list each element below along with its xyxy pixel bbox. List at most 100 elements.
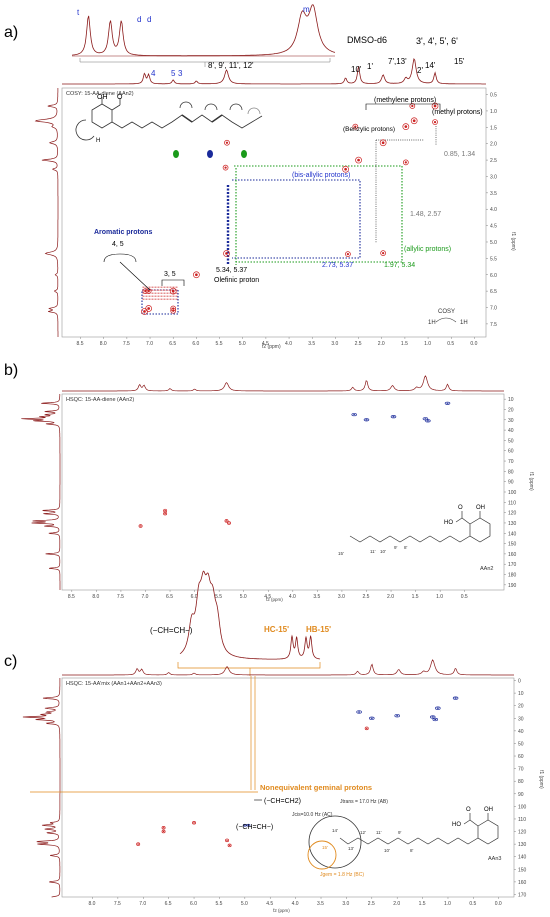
hsqc2-y-ticks: 0 10 20 30 40 50 60 70 80 90 100 110 120 130 140 150 160… (514, 679, 527, 898)
peak-core (411, 104, 414, 108)
y-tick-label: 60 (508, 449, 514, 455)
y-tick-label: 160 (508, 552, 517, 558)
peak-contour (225, 838, 230, 843)
peak-label-t: t (77, 8, 80, 17)
peak-core (139, 525, 142, 527)
y-tick-label: 170 (518, 892, 527, 898)
cosy-ylabel: f1 (ppm) (510, 232, 516, 251)
label-3p4p5p6p: 3', 4', 5', 6' (416, 36, 458, 46)
x-tick-label: 7.0 (139, 901, 146, 907)
hsqc2-x-ticks: 8.0 7.5 7.0 6.5 6.0 5.5 5.0 4.5 4.0 3.5 3.0 2.5 2.0 1… (88, 897, 502, 907)
y-tick-label: 190 (508, 583, 517, 589)
hsqc2-chain-14p: 14' (332, 828, 338, 833)
peak-core (228, 522, 230, 524)
cosy-left-spectrum (34, 88, 59, 337)
peak-core (357, 158, 360, 162)
hsqc1-mol-label: AAn2 (480, 566, 493, 572)
label-14p: 14' (425, 61, 436, 70)
peak-core (433, 120, 437, 124)
peak-core (433, 104, 437, 108)
y-tick-label: 50 (518, 741, 524, 747)
peak-core (365, 419, 368, 421)
y-tick-label: 80 (508, 469, 514, 475)
y-tick-label: 20 (518, 704, 524, 710)
hsqc2-mol-o: O (466, 807, 471, 813)
x-tick-label: 7.5 (117, 594, 124, 600)
hsqc1-y-ticks: 10 20 30 40 50 60 70 80 90 100 110 120 130 140 150 160 1… (504, 397, 517, 589)
peak-core (392, 416, 395, 418)
y-tick-label: 10 (518, 691, 524, 697)
peak-core (247, 824, 250, 826)
y-tick-label: 130 (518, 842, 527, 848)
peak-contour (223, 250, 230, 257)
peak-core (382, 252, 385, 255)
peak-core (434, 718, 437, 721)
x-tick-label: 8.0 (88, 901, 95, 907)
label-3: 3 (178, 69, 183, 78)
hsqc2-chain-10p: 10' (384, 848, 390, 853)
cosy-top-inset-spectrum: t d d m (71, 4, 336, 67)
ann-geminal: Nonequivalent geminal protons (260, 783, 372, 792)
peak-core (226, 839, 228, 841)
ann-olefinic: Olefinic proton (214, 277, 259, 284)
peak-contour (161, 826, 166, 830)
x-tick-label: 2.5 (362, 594, 369, 600)
x-tick-label: 4.0 (292, 901, 299, 907)
label-1p: 1' (367, 62, 373, 71)
y-tick-label: 7.0 (490, 306, 497, 312)
y-tick-label: 180 (508, 573, 517, 579)
inset-title: (−CH=CH−) (150, 626, 193, 635)
peak-contour (369, 716, 375, 720)
x-tick-label: 3.0 (338, 594, 345, 600)
peak-core (244, 824, 246, 826)
peak-core (370, 717, 373, 719)
hsqc1-x-ticks: 8.5 8.0 7.5 7.0 6.5 6.0 5.5 5.0 4.5 4.0 3.5 3.0 2.5 2… (68, 590, 468, 600)
x-tick-label: 1.5 (412, 594, 419, 600)
peak-contour (163, 511, 168, 516)
label-7p13p: 7',13' (388, 57, 407, 66)
peak-core (224, 166, 227, 169)
panel-a-label: a) (4, 24, 18, 41)
ann-ch2: (−CH=CH2) (264, 798, 301, 805)
y-tick-label: 3.0 (490, 174, 497, 180)
y-tick-label: 120 (518, 830, 527, 836)
ann-h1: 1H (428, 320, 436, 326)
ann-085: 0.85, 1.34 (444, 151, 475, 158)
x-tick-label: 6.0 (190, 901, 197, 907)
y-tick-label: 2.0 (490, 142, 497, 148)
ann-jtrans: Jtrans = 17.0 Hz (AB) (340, 799, 388, 805)
x-tick-label: 1.0 (424, 341, 431, 347)
x-tick-label: 2.0 (378, 341, 385, 347)
x-tick-label: 6.5 (169, 341, 176, 347)
cosy-plot-frame (61, 87, 487, 338)
peak-contour (356, 710, 362, 714)
ann-cosy-icon: COSY (438, 309, 455, 315)
peak-contour (161, 829, 166, 834)
peak-contour (444, 401, 451, 405)
y-tick-label: 5.0 (490, 240, 497, 246)
peak-contour (432, 119, 438, 125)
x-tick-label: 3.0 (342, 901, 349, 907)
peak-core (143, 310, 146, 313)
peak-core (164, 509, 166, 512)
hsqc1-plot-name: HSQC: 15-AA-diene (AAn2) (66, 397, 134, 403)
hsqc1-chain-15p: 15' (338, 551, 344, 556)
x-tick-label: 0.5 (469, 901, 476, 907)
x-tick-label: 4.0 (285, 341, 292, 347)
peak-contour (246, 823, 251, 827)
ann-aromatic: Aromatic protons (94, 229, 152, 236)
peak-core (431, 716, 434, 718)
label-10p: 10' (351, 65, 362, 74)
peak-core (162, 830, 165, 833)
inset-hc: HC-15' (264, 625, 289, 634)
y-tick-label: 150 (518, 867, 527, 873)
mol-o-label: O (117, 94, 123, 101)
label-15p: 15' (454, 57, 465, 66)
peak-core (193, 822, 195, 824)
y-tick-label: 40 (508, 428, 514, 434)
peak-contour (390, 415, 397, 419)
x-tick-label: 5.0 (241, 901, 248, 907)
hsqc2-xlabel: f2 (ppm) (273, 908, 290, 913)
hsqc2-chain-8p: 8' (410, 848, 414, 853)
